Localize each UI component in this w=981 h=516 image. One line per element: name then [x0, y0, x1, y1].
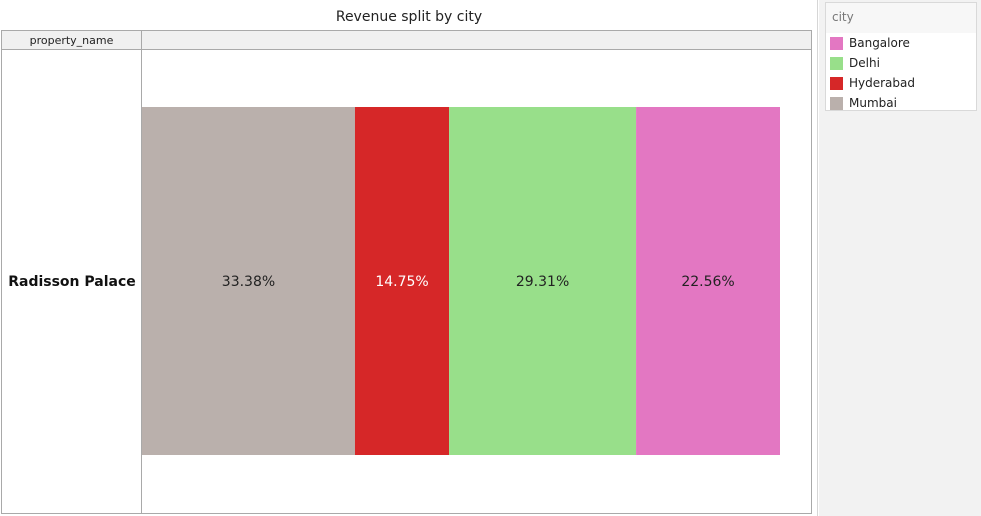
legend-title: city — [832, 10, 854, 24]
legend: city Bangalore Delhi Hyderabad Mumbai — [825, 2, 977, 111]
legend-label: Mumbai — [849, 96, 897, 110]
chart-title: Revenue split by city — [335, 9, 483, 25]
legend-item-mumbai[interactable]: Mumbai — [830, 95, 897, 111]
bars-area: 33.38% 14.75% 29.31% 22.56% — [142, 107, 780, 455]
legend-swatch — [830, 76, 843, 90]
legend-swatch — [830, 36, 843, 50]
legend-item-bangalore[interactable]: Bangalore — [830, 35, 910, 51]
bar-mumbai[interactable] — [142, 107, 355, 455]
data-label-mumbai: 33.38% — [222, 274, 275, 290]
row-header-label[interactable]: property_name — [2, 31, 142, 49]
bar-delhi[interactable] — [449, 107, 637, 455]
legend-item-hyderabad[interactable]: Hyderabad — [830, 75, 915, 91]
data-label-bangalore: 22.56% — [681, 274, 734, 290]
column-header: property_name — [2, 31, 811, 50]
legend-panel: city Bangalore Delhi Hyderabad Mumbai — [819, 0, 981, 516]
bar-hyderabad[interactable] — [354, 107, 450, 455]
legend-label: Hyderabad — [849, 76, 915, 90]
row-divider — [141, 50, 142, 513]
plot-frame: property_name Radisson Palace 33.38% 14.7… — [1, 30, 812, 514]
legend-label: Bangalore — [849, 36, 910, 50]
data-label-hyderabad: 14.75% — [375, 274, 428, 290]
chart-panel: Revenue split by city property_name Radi… — [0, 0, 818, 516]
legend-label: Delhi — [849, 56, 880, 70]
legend-item-delhi[interactable]: Delhi — [830, 55, 880, 71]
legend-header — [826, 3, 976, 33]
data-label-delhi: 29.31% — [516, 274, 569, 290]
bar-bangalore[interactable] — [636, 107, 780, 455]
legend-swatch — [830, 96, 843, 110]
category-label: Radisson Palace — [8, 273, 136, 290]
legend-swatch — [830, 56, 843, 70]
